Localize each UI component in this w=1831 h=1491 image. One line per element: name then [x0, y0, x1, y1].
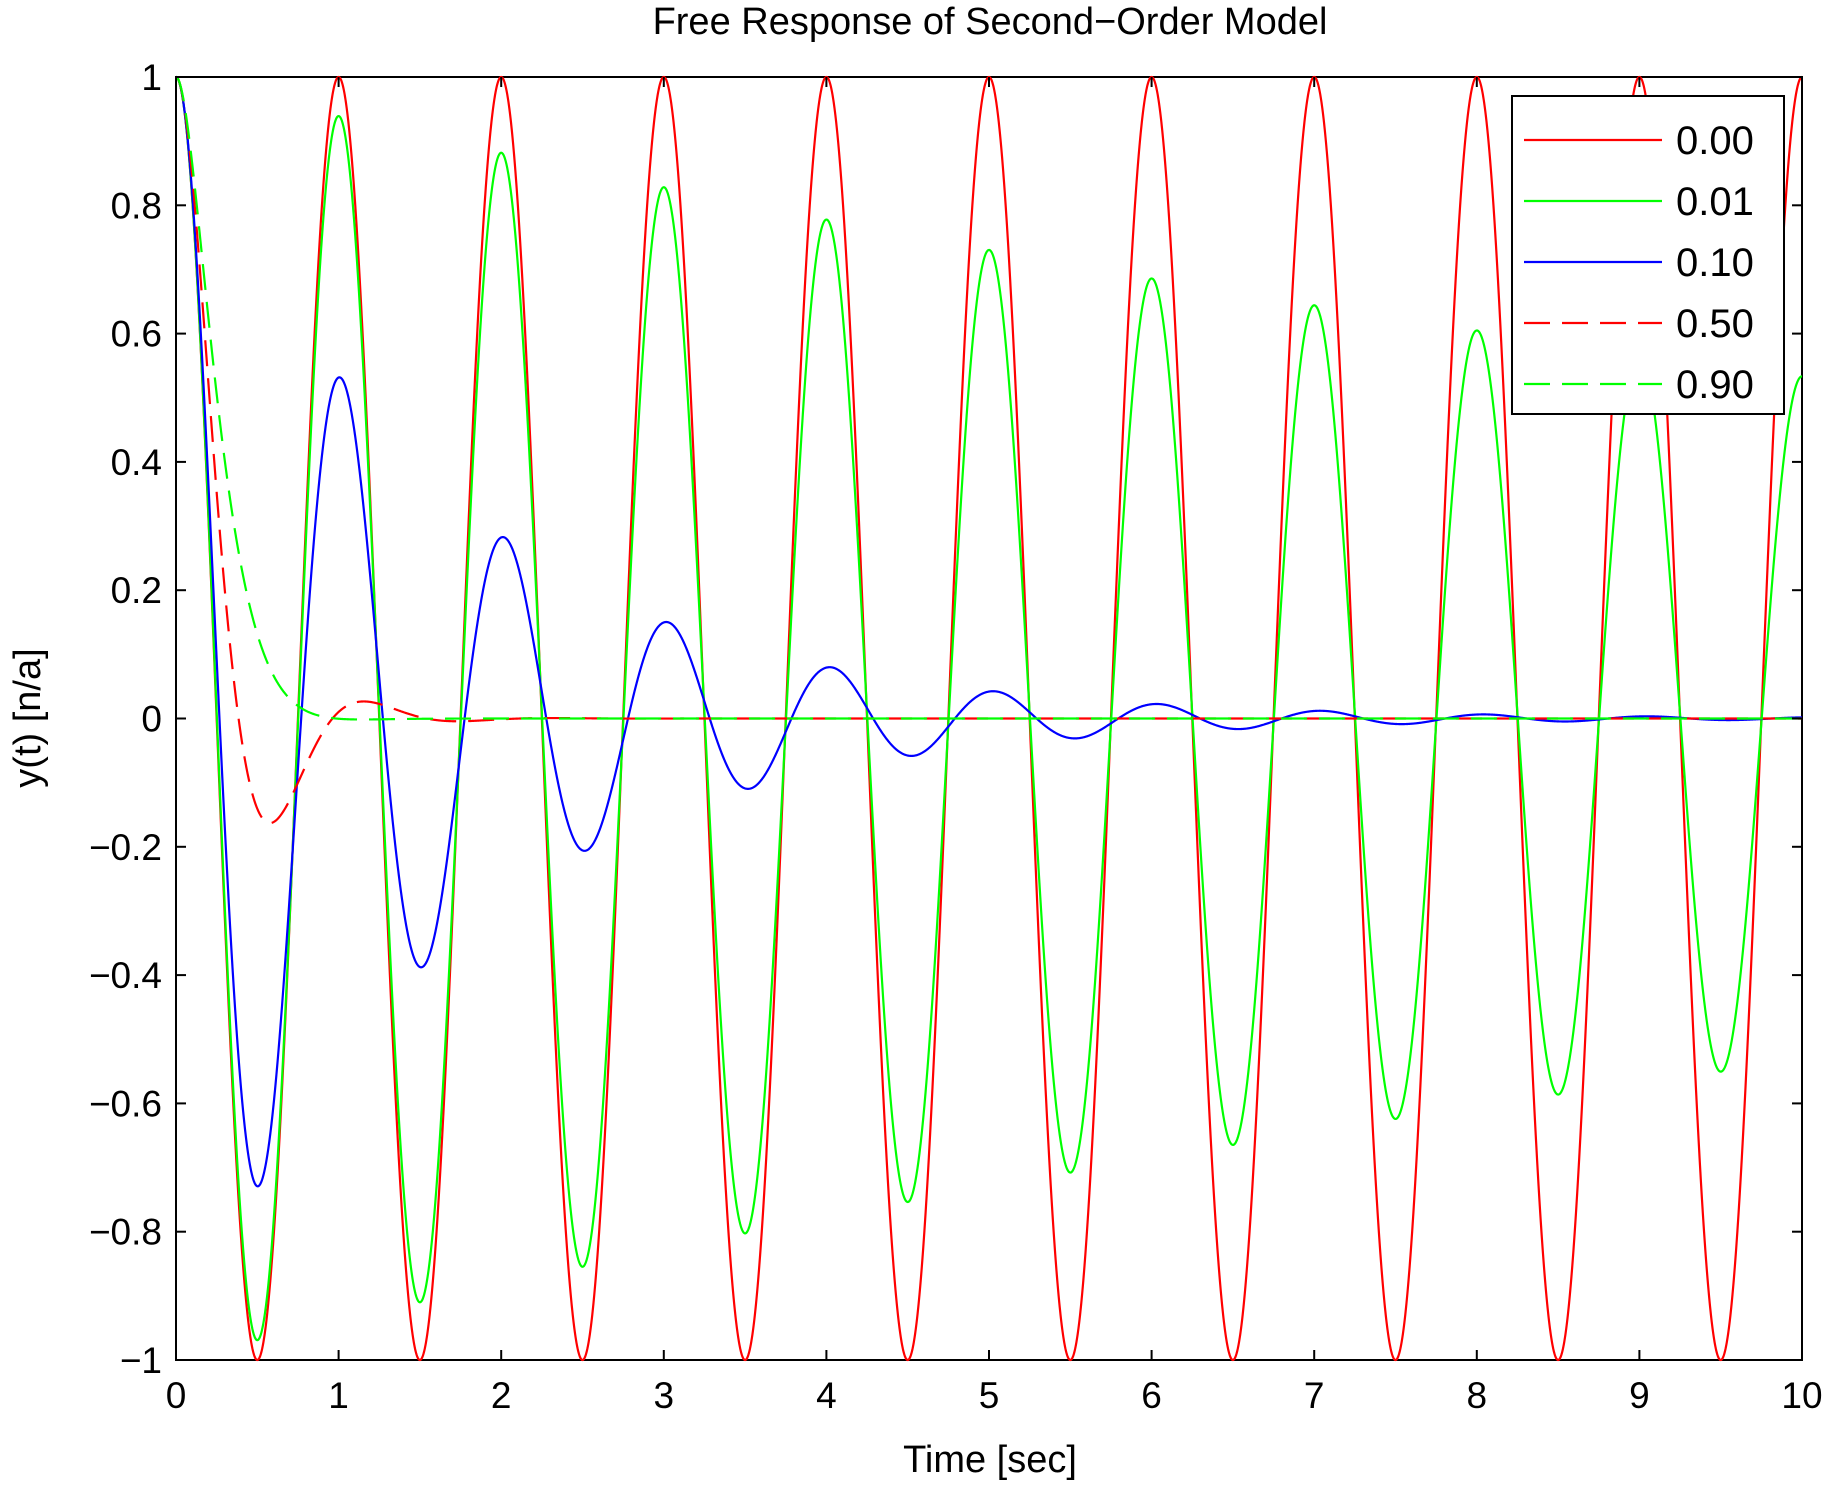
y-tick-label: 1	[141, 57, 162, 98]
ticks-layer: 0 1 2 3 4 5 6 7 8 9 10 −1 −0.8 −0.6 −0.4 −0.2 0 0.2 0.4 0.6…	[89, 57, 1823, 1416]
x-tick-label: 9	[1629, 1375, 1650, 1416]
x-tick-label: 3	[654, 1375, 675, 1416]
x-tick-label: 10	[1781, 1375, 1822, 1416]
legend-label: 0.50	[1676, 302, 1754, 346]
y-tick-label: −1	[120, 1340, 162, 1381]
y-axis-title: y(t) [n/a]	[7, 648, 49, 787]
legend-label: 0.01	[1676, 180, 1754, 224]
series-line-4	[175, 75, 1802, 721]
series-line-3	[175, 75, 1802, 825]
x-tick-label: 0	[166, 1375, 187, 1416]
x-tick-label: 1	[328, 1375, 349, 1416]
y-tick-label: 0.4	[111, 442, 162, 483]
y-tick-label: 0.8	[111, 185, 162, 226]
legend-label: 0.00	[1676, 119, 1754, 163]
legend: 0.00 0.01 0.10 0.50 0.90	[1511, 95, 1785, 415]
y-tick-label: 0.6	[111, 314, 162, 355]
x-tick-label: 6	[1141, 1375, 1162, 1416]
y-tick-label: 0.2	[111, 570, 162, 611]
x-axis-title: Time [sec]	[903, 1439, 1077, 1481]
legend-label: 0.90	[1676, 363, 1754, 407]
y-tick-label: −0.4	[89, 955, 162, 996]
legend-box	[1511, 95, 1785, 415]
series-line-1	[175, 75, 1803, 1342]
x-tick-label: 8	[1467, 1375, 1488, 1416]
y-tick-label: −0.6	[89, 1083, 162, 1124]
legend-label: 0.10	[1676, 241, 1754, 285]
y-tick-label: −0.8	[89, 1212, 162, 1253]
legend-item: 0.00	[1524, 119, 1754, 163]
x-tick-label: 5	[979, 1375, 1000, 1416]
y-tick-label: 0	[141, 699, 162, 740]
x-tick-label: 4	[816, 1375, 837, 1416]
y-tick-label: −0.2	[89, 827, 162, 868]
legend-item: 0.50	[1524, 302, 1754, 346]
x-tick-label: 2	[491, 1375, 512, 1416]
chart-title: Free Response of Second−Order Model	[653, 1, 1328, 43]
legend-item: 0.90	[1524, 363, 1754, 407]
legend-item: 0.01	[1524, 180, 1754, 224]
legend-item: 0.10	[1524, 241, 1754, 285]
legend-items: 0.00 0.01 0.10 0.50 0.90	[1524, 119, 1754, 407]
x-tick-label: 7	[1304, 1375, 1325, 1416]
